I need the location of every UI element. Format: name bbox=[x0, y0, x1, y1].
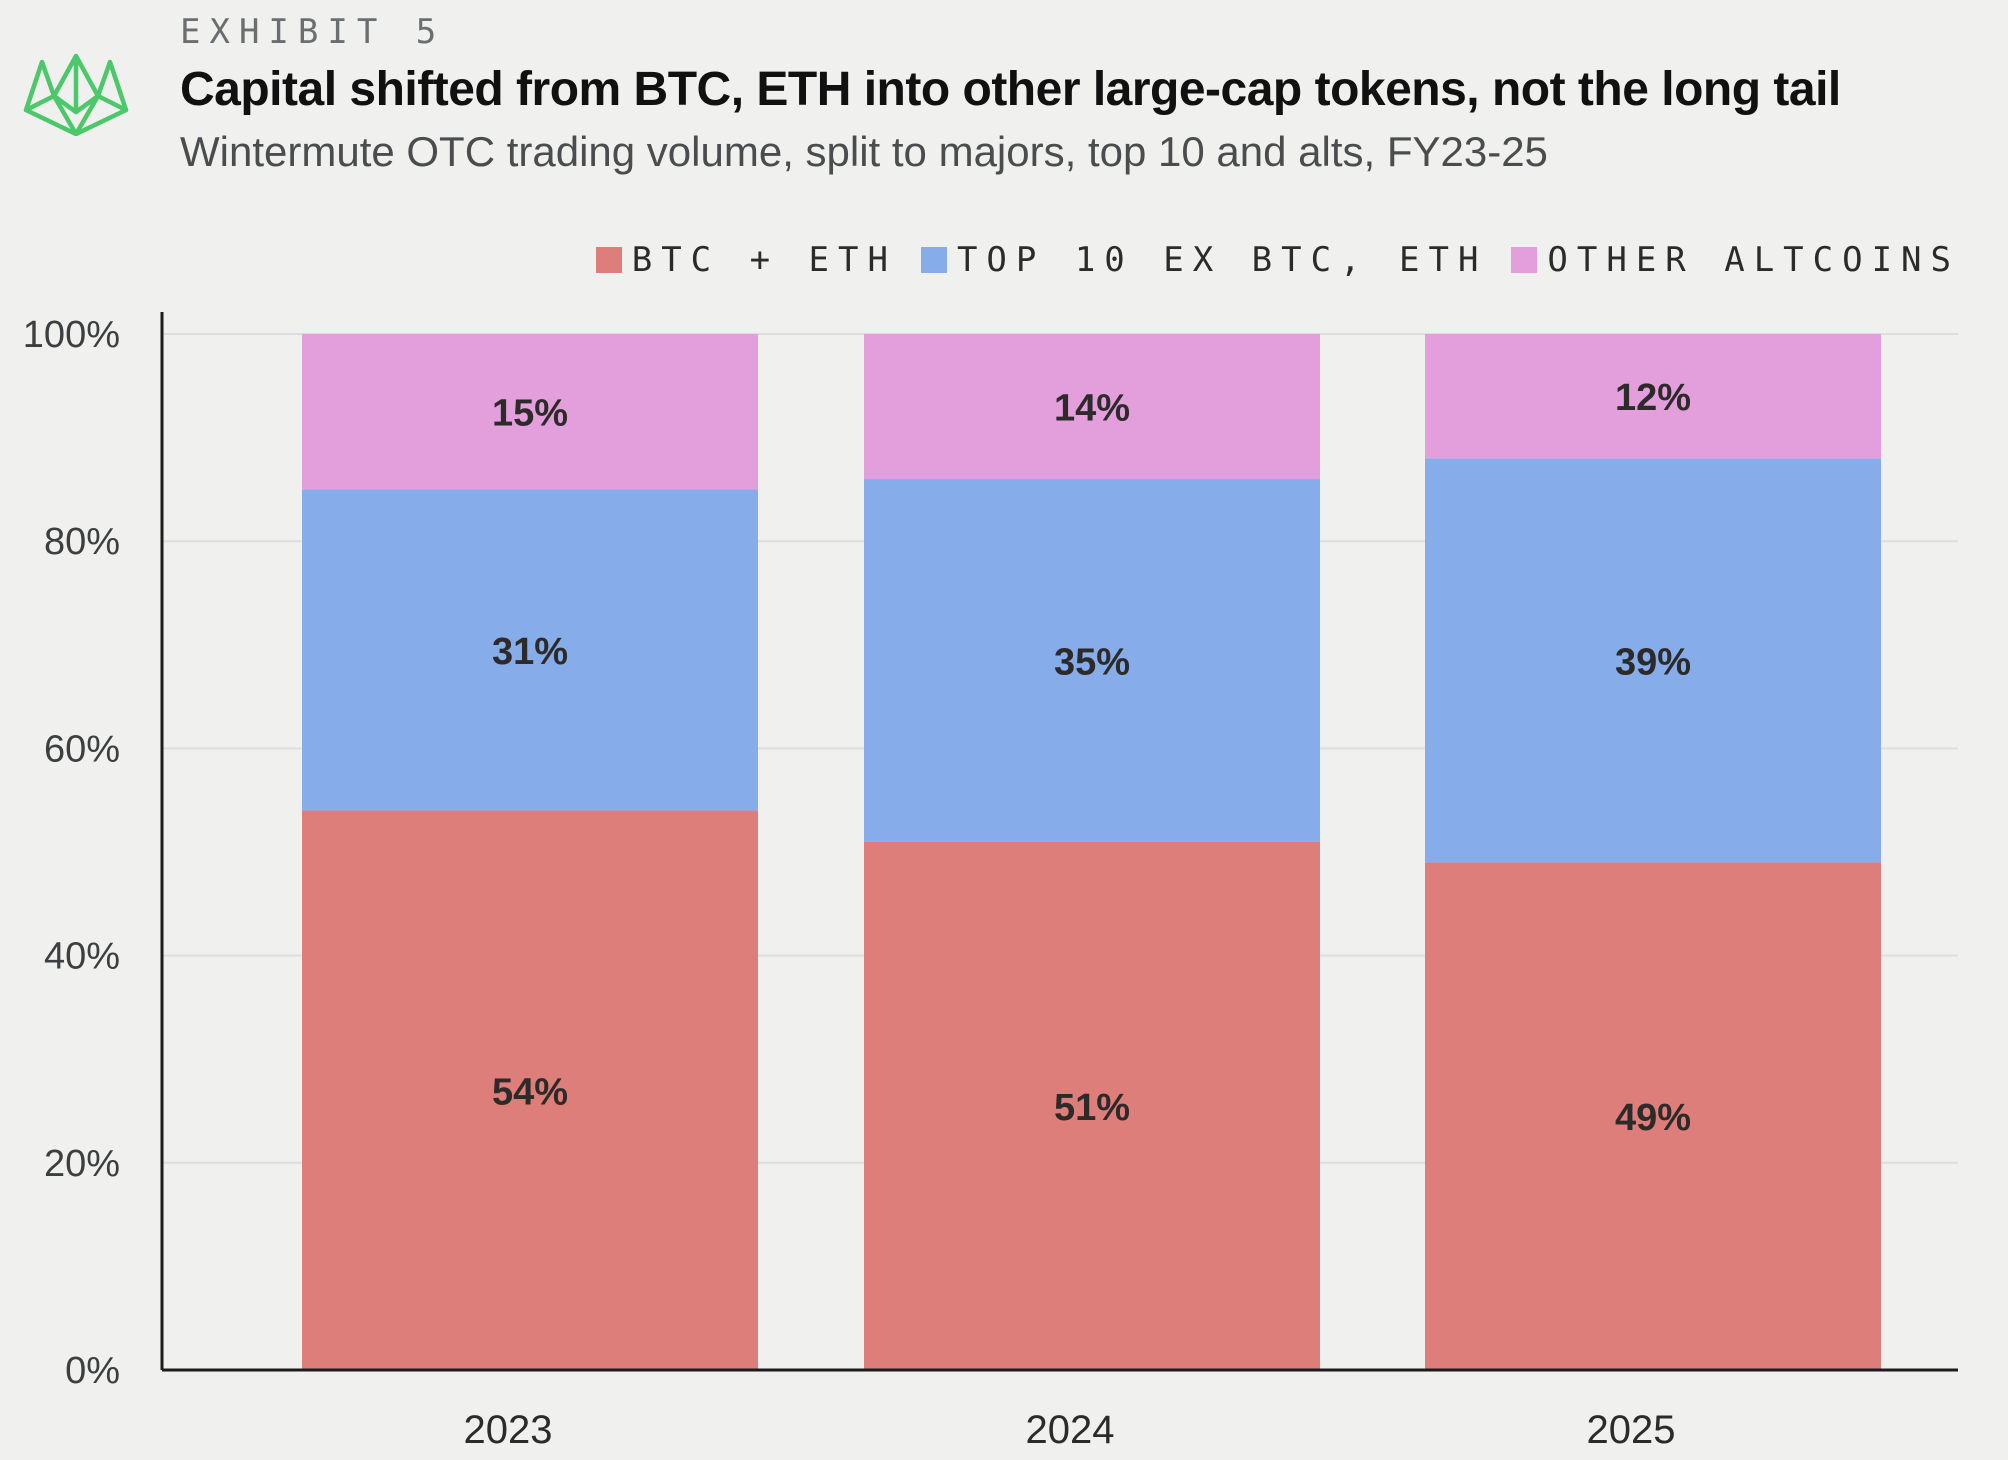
legend-label-btc-eth: BTC + ETH bbox=[631, 240, 897, 280]
data-label-alts-2023: 15% bbox=[492, 393, 568, 435]
bar-alts-2024 bbox=[864, 334, 1320, 480]
legend-item-top10: TOP 10 EX BTC, ETH bbox=[920, 240, 1488, 280]
legend-item-btc-eth: BTC + ETH bbox=[595, 240, 897, 280]
legend-swatch-btc-eth bbox=[595, 247, 622, 273]
bar-btc-eth-2025 bbox=[1425, 862, 1881, 1370]
y-tick-label: 60% bbox=[44, 728, 120, 770]
data-label-btc-eth-2023: 54% bbox=[492, 1071, 568, 1113]
bar-top10-2024 bbox=[864, 479, 1320, 842]
x-tick-label: 2023 bbox=[464, 1408, 553, 1452]
bar-btc-eth-2023 bbox=[302, 810, 758, 1370]
legend-swatch-alts bbox=[1511, 247, 1538, 273]
data-label-top10-2025: 39% bbox=[1615, 641, 1691, 683]
bar-alts-2023 bbox=[302, 334, 758, 490]
data-label-top10-2024: 35% bbox=[1054, 641, 1130, 683]
x-tick-label: 2024 bbox=[1026, 1408, 1115, 1452]
chart-legend: BTC + ETH TOP 10 EX BTC, ETH OTHER ALTCO… bbox=[572, 240, 1960, 280]
bar-top10-2023 bbox=[302, 489, 758, 811]
y-tick-label: 0% bbox=[65, 1350, 120, 1392]
bar-btc-eth-2024 bbox=[864, 841, 1320, 1370]
data-label-btc-eth-2025: 49% bbox=[1615, 1097, 1691, 1139]
data-label-btc-eth-2024: 51% bbox=[1054, 1087, 1130, 1129]
y-tick-label: 80% bbox=[44, 521, 120, 563]
x-tick-label: 2025 bbox=[1587, 1408, 1676, 1452]
y-tick-label: 40% bbox=[44, 936, 120, 978]
legend-swatch-top10 bbox=[920, 247, 947, 273]
legend-item-alts: OTHER ALTCOINS bbox=[1511, 240, 1960, 280]
legend-label-alts: OTHER ALTCOINS bbox=[1547, 240, 1960, 280]
data-label-alts-2025: 12% bbox=[1615, 377, 1691, 419]
legend-label-top10: TOP 10 EX BTC, ETH bbox=[956, 240, 1488, 280]
bar-top10-2025 bbox=[1425, 458, 1881, 863]
exhibit-label: EXHIBIT 5 bbox=[180, 12, 446, 52]
y-tick-label: 100% bbox=[23, 314, 120, 356]
y-tick-label: 20% bbox=[44, 1143, 120, 1185]
data-label-top10-2023: 31% bbox=[492, 631, 568, 673]
chart-title: Capital shifted from BTC, ETH into other… bbox=[180, 63, 1841, 116]
wintermute-logo-icon bbox=[23, 53, 129, 136]
bar-alts-2025 bbox=[1425, 334, 1881, 459]
data-label-alts-2024: 14% bbox=[1054, 388, 1130, 430]
chart-subtitle: Wintermute OTC trading volume, split to … bbox=[180, 128, 1548, 175]
